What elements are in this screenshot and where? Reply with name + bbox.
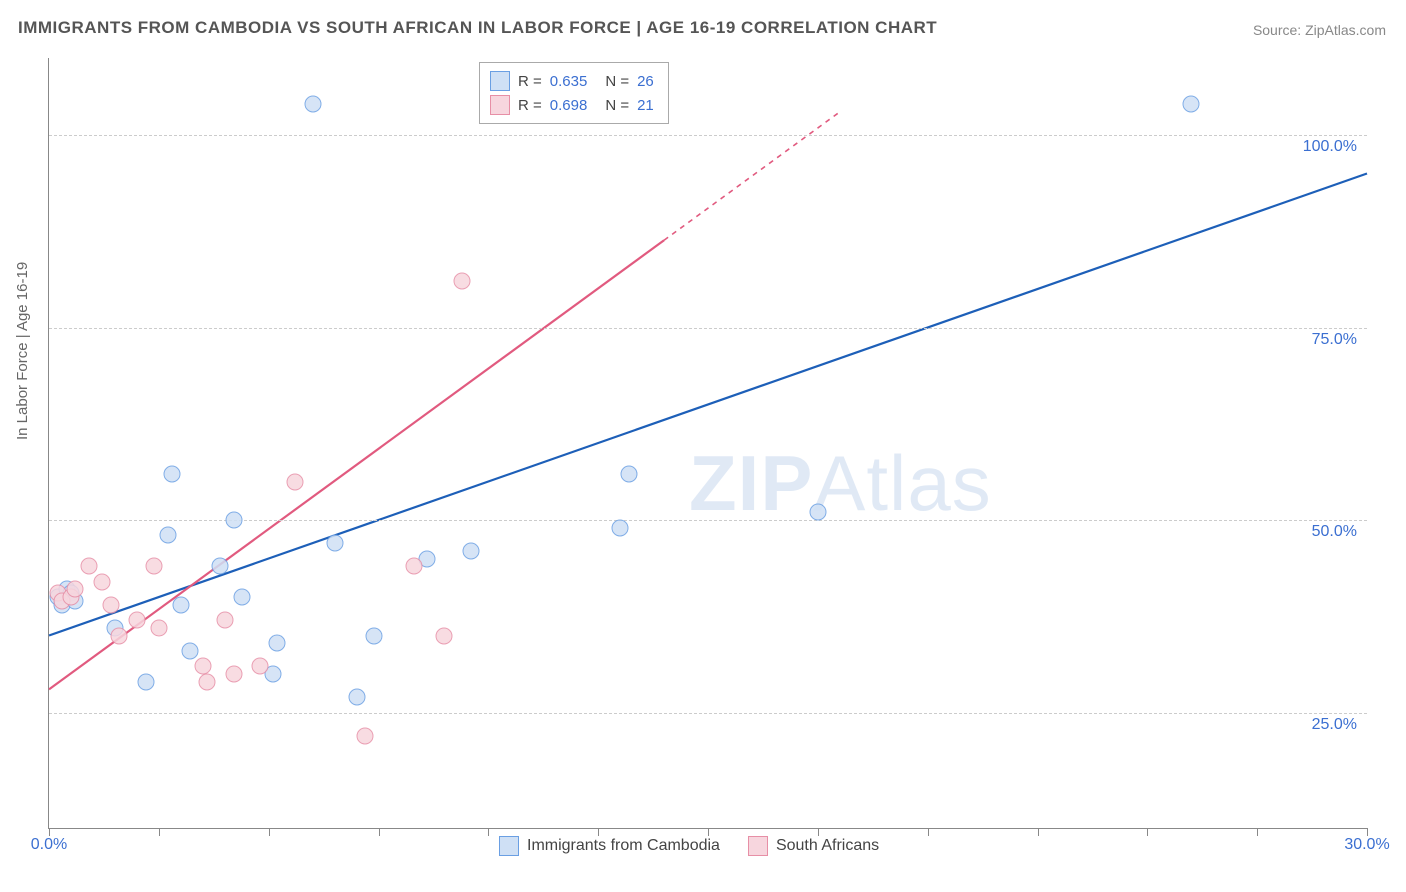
data-point xyxy=(357,727,374,744)
data-point xyxy=(67,581,84,598)
data-point xyxy=(234,589,251,606)
data-point xyxy=(612,519,629,536)
legend-item: Immigrants from Cambodia xyxy=(499,836,720,856)
data-point xyxy=(366,627,383,644)
data-point xyxy=(304,96,321,113)
data-point xyxy=(159,527,176,544)
data-point xyxy=(269,635,286,652)
data-point xyxy=(436,627,453,644)
data-point xyxy=(620,465,637,482)
legend-label: South Africans xyxy=(776,837,879,855)
data-point xyxy=(102,596,119,613)
x-tick xyxy=(708,828,709,836)
x-tick xyxy=(1257,828,1258,836)
data-point xyxy=(809,504,826,521)
legend-swatch xyxy=(748,836,768,856)
x-tick-label: 0.0% xyxy=(31,836,67,854)
data-point xyxy=(225,512,242,529)
y-tick-label: 75.0% xyxy=(1312,331,1357,349)
legend-item: South Africans xyxy=(748,836,879,856)
x-tick xyxy=(488,828,489,836)
legend-label: Immigrants from Cambodia xyxy=(527,837,720,855)
x-tick xyxy=(379,828,380,836)
data-point xyxy=(199,673,216,690)
data-point xyxy=(172,596,189,613)
x-tick-label: 30.0% xyxy=(1344,836,1389,854)
x-tick xyxy=(269,828,270,836)
data-point xyxy=(128,612,145,629)
x-tick xyxy=(1367,828,1368,836)
x-tick xyxy=(818,828,819,836)
legend-swatch xyxy=(499,836,519,856)
data-point xyxy=(1183,96,1200,113)
data-point xyxy=(405,558,422,575)
data-point xyxy=(146,558,163,575)
y-tick-label: 100.0% xyxy=(1303,138,1357,156)
data-point xyxy=(216,612,233,629)
gridline xyxy=(49,135,1367,136)
data-point xyxy=(348,689,365,706)
data-point xyxy=(462,542,479,559)
y-axis-label: In Labor Force | Age 16-19 xyxy=(14,262,31,440)
data-point xyxy=(326,535,343,552)
data-point xyxy=(453,273,470,290)
data-point xyxy=(80,558,97,575)
data-point xyxy=(212,558,229,575)
gridline xyxy=(49,328,1367,329)
x-tick xyxy=(1147,828,1148,836)
gridline xyxy=(49,713,1367,714)
x-tick xyxy=(598,828,599,836)
data-point xyxy=(111,627,128,644)
data-point xyxy=(150,619,167,636)
x-tick xyxy=(49,828,50,836)
data-point xyxy=(181,642,198,659)
data-point xyxy=(225,666,242,683)
x-tick xyxy=(1038,828,1039,836)
x-tick xyxy=(159,828,160,836)
data-point xyxy=(251,658,268,675)
series-legend: Immigrants from Cambodia South Africans xyxy=(499,836,879,856)
data-point xyxy=(287,473,304,490)
chart-title: IMMIGRANTS FROM CAMBODIA VS SOUTH AFRICA… xyxy=(18,18,937,38)
data-point xyxy=(93,573,110,590)
plot-area: R = 0.635N = 26R = 0.698N = 21 ZIPAtlas … xyxy=(48,58,1367,829)
gridline xyxy=(49,520,1367,521)
data-point xyxy=(194,658,211,675)
data-point xyxy=(164,465,181,482)
data-point xyxy=(137,673,154,690)
source-attribution: Source: ZipAtlas.com xyxy=(1253,22,1386,38)
y-tick-label: 50.0% xyxy=(1312,523,1357,541)
x-tick xyxy=(928,828,929,836)
y-tick-label: 25.0% xyxy=(1312,716,1357,734)
